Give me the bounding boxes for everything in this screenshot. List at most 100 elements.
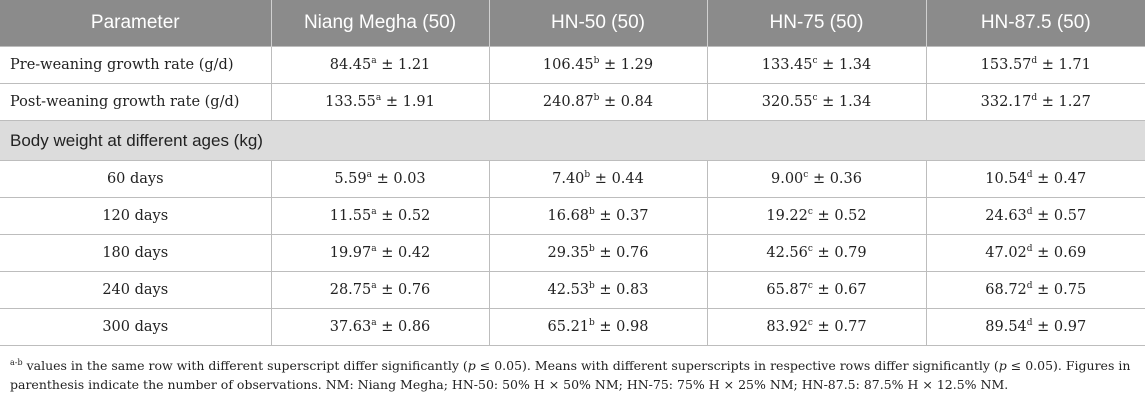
cell-sd: 0.37	[616, 208, 649, 224]
cell-superscript: a	[371, 207, 377, 218]
header-niang-megha: Niang Megha (50)	[271, 0, 490, 47]
table-cell: 16.68b ± 0.37	[488, 197, 708, 235]
cell-mean: 240.87	[542, 94, 594, 110]
cell-sd: 0.03	[393, 171, 426, 187]
row-label: Pre-weaning growth rate (g/d)	[0, 46, 272, 84]
table-row: Pre-weaning growth rate (g/d) 84.45a ± 1.…	[0, 46, 1145, 84]
table-row: 180 days 19.97a ± 0.42 29.35b ± 0.76 42.56c…	[0, 234, 1145, 272]
plus-minus-sign: ±	[381, 245, 394, 261]
cell-sd: 0.44	[611, 171, 644, 187]
cell-superscript: b	[584, 170, 591, 181]
footnote-p-symbol-1: p	[467, 358, 476, 373]
cell-mean: 10.54	[985, 171, 1027, 187]
cell-superscript: d	[1026, 207, 1033, 218]
plus-minus-sign: ±	[817, 319, 830, 335]
plus-minus-sign: ±	[1041, 57, 1054, 73]
cell-superscript: c	[807, 207, 813, 218]
header-parameter: Parameter	[0, 0, 272, 47]
cell-sd: 0.52	[397, 208, 431, 224]
table-cell: 65.87c ± 0.67	[706, 271, 927, 309]
table-cell: 5.59a ± 0.03	[270, 160, 490, 198]
cell-sd: 1.34	[838, 94, 872, 110]
cell-sd: 1.71	[1058, 57, 1091, 73]
table-cell: 10.54d ± 0.47	[925, 160, 1145, 198]
plus-minus-sign: ±	[1037, 245, 1050, 261]
table-cell: 28.75a ± 0.76	[270, 271, 490, 309]
cell-superscript: c	[812, 93, 818, 104]
cell-mean: 68.72	[985, 282, 1027, 298]
table-cell: 19.22c ± 0.52	[706, 197, 927, 235]
cell-mean: 16.68	[547, 208, 590, 224]
cell-mean: 83.92	[766, 319, 808, 335]
cell-mean: 320.55	[761, 94, 813, 110]
row-label: 240 days	[0, 271, 272, 309]
cell-mean: 65.21	[547, 319, 590, 335]
cell-mean: 7.40	[552, 171, 585, 187]
cell-superscript: a	[371, 281, 377, 292]
table-cell: 42.56c ± 0.79	[706, 234, 927, 272]
cell-superscript: b	[593, 93, 600, 104]
cell-superscript: d	[1026, 318, 1033, 329]
cell-mean: 133.45	[761, 57, 813, 73]
footnote-text-2: ≤ 0.05). Means with different superscrip…	[475, 358, 999, 373]
cell-sd: 0.36	[829, 171, 862, 187]
cell-mean: 42.56	[766, 245, 808, 261]
plus-minus-sign: ±	[599, 282, 612, 298]
table-cell: 24.63d ± 0.57	[925, 197, 1145, 235]
table-cell: 65.21b ± 0.98	[488, 308, 708, 346]
table-cell: 84.45a ± 1.21	[270, 46, 490, 84]
cell-sd: 0.83	[616, 282, 649, 298]
plus-minus-sign: ±	[594, 171, 607, 187]
cell-superscript: d	[1031, 56, 1038, 67]
cell-superscript: a	[375, 93, 382, 104]
cell-mean: 42.53	[547, 282, 590, 298]
header-hn-75: HN-75 (50)	[707, 0, 927, 47]
header-row: Parameter Niang Megha (50) HN-50 (50) HN…	[0, 0, 1145, 47]
table-cell: 133.55a ± 1.91	[270, 83, 490, 121]
table-cell: 47.02d ± 0.69	[925, 234, 1145, 272]
cell-superscript: c	[803, 170, 809, 181]
plus-minus-sign: ±	[1041, 94, 1054, 110]
table-cell: 7.40b ± 0.44	[488, 160, 708, 198]
row-label: 300 days	[0, 308, 272, 346]
cell-mean: 106.45	[542, 57, 594, 73]
plus-minus-sign: ±	[381, 208, 394, 224]
cell-superscript: d	[1026, 170, 1033, 181]
table-cell: 42.53b ± 0.83	[488, 271, 708, 309]
plus-minus-sign: ±	[822, 94, 835, 110]
cell-sd: 0.57	[1053, 208, 1087, 224]
row-label: 60 days	[0, 160, 272, 198]
cell-sd: 0.86	[397, 319, 431, 335]
cell-mean: 11.55	[329, 208, 372, 224]
plus-minus-sign: ±	[817, 282, 830, 298]
cell-sd: 0.97	[1053, 319, 1087, 335]
cell-superscript: d	[1026, 244, 1033, 255]
plus-minus-sign: ±	[817, 245, 830, 261]
plus-minus-sign: ±	[812, 171, 826, 187]
plus-minus-sign: ±	[599, 245, 612, 261]
cell-mean: 47.02	[985, 245, 1027, 261]
table-cell: 106.45b ± 1.29	[488, 46, 708, 84]
plus-minus-sign: ±	[376, 171, 389, 187]
plus-minus-sign: ±	[1037, 282, 1050, 298]
table-row: 60 days 5.59a ± 0.03 7.40b ± 0.44 9.00c ± 0…	[0, 160, 1145, 198]
table-cell: 11.55a ± 0.52	[270, 197, 490, 235]
table-cell: 133.45c ± 1.34	[706, 46, 927, 84]
cell-mean: 29.35	[547, 245, 590, 261]
cell-sd: 0.79	[834, 245, 867, 261]
cell-mean: 332.17	[980, 94, 1032, 110]
plus-minus-sign: ±	[604, 94, 617, 110]
header-hn-87-5: HN-87.5 (50)	[926, 0, 1145, 47]
table-cell: 89.54d ± 0.97	[925, 308, 1145, 346]
row-label: 120 days	[0, 197, 272, 235]
plus-minus-sign: ±	[381, 282, 394, 298]
plus-minus-sign: ±	[1037, 171, 1050, 187]
cell-sd: 0.77	[834, 319, 867, 335]
plus-minus-sign: ±	[599, 208, 612, 224]
cell-sd: 0.98	[616, 319, 649, 335]
cell-mean: 28.75	[329, 282, 372, 298]
plus-minus-sign: ±	[385, 94, 398, 110]
cell-superscript: c	[807, 281, 813, 292]
footnote-text-1: values in the same row with different su…	[22, 358, 468, 373]
cell-superscript: b	[589, 318, 595, 329]
